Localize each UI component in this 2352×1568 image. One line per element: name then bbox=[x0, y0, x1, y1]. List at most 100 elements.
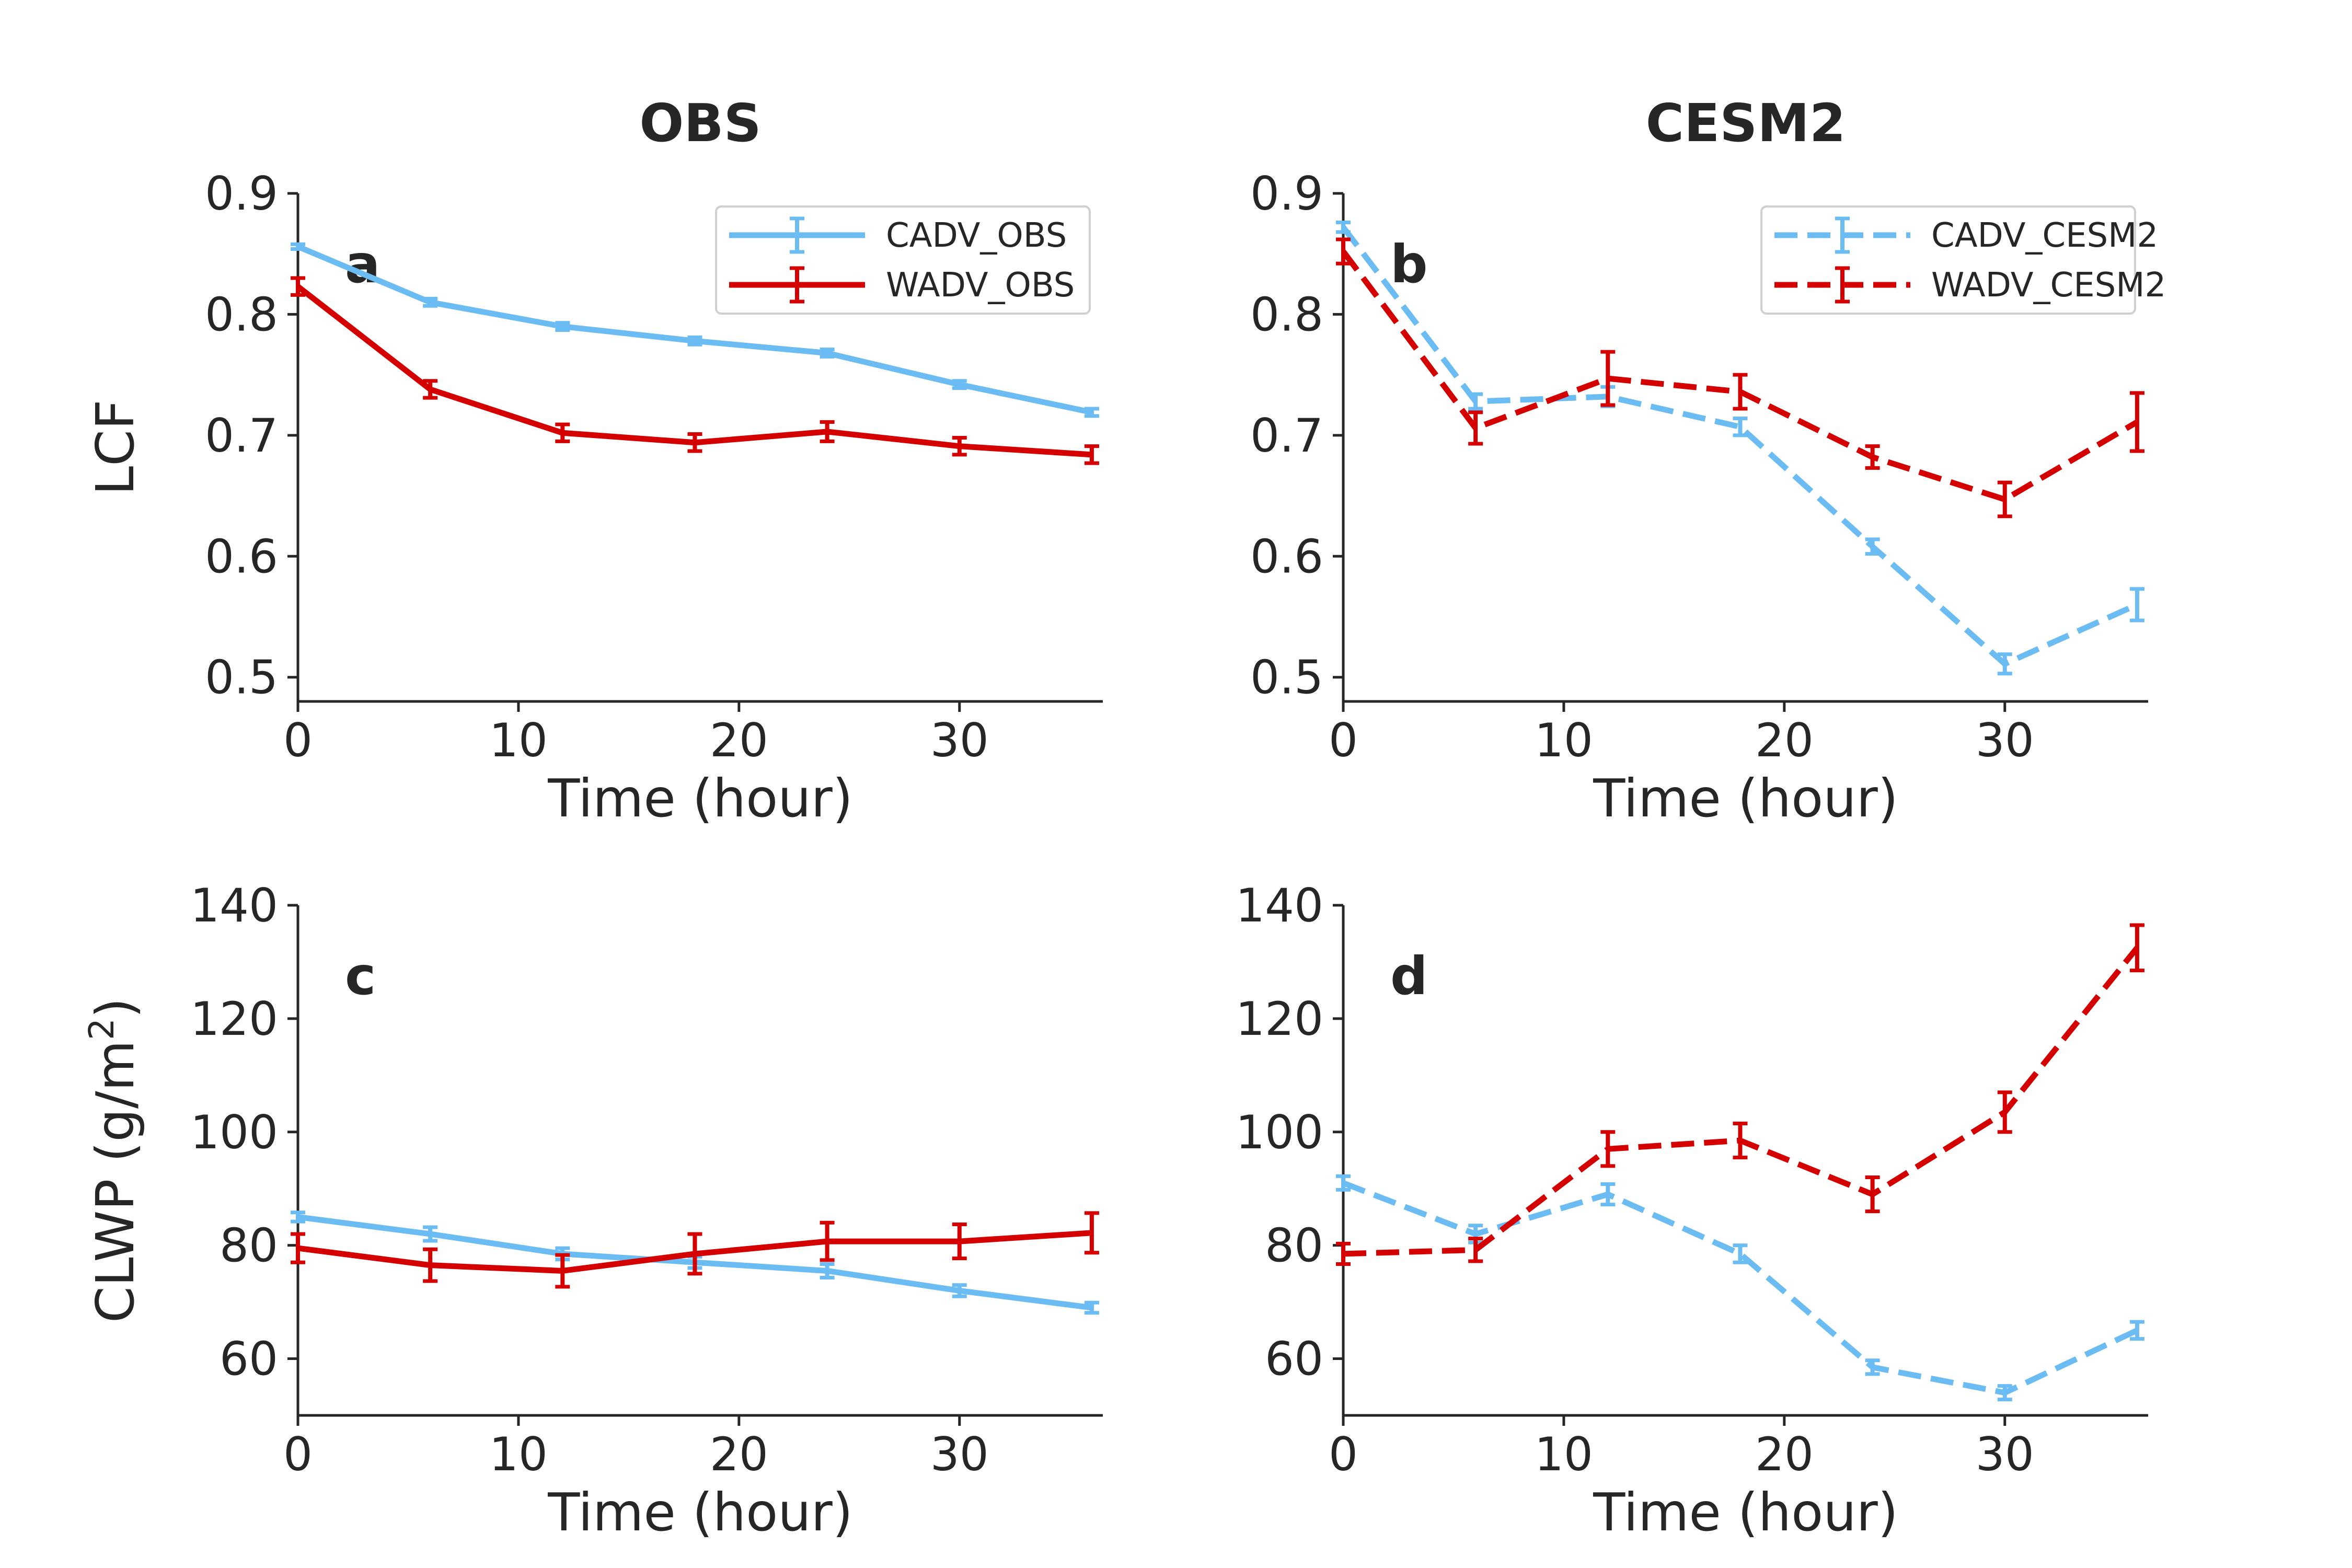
y-tick-label: 120 bbox=[190, 992, 278, 1046]
panel-letter-d: d bbox=[1390, 946, 1428, 1007]
x-axis-label: Time (hour) bbox=[1593, 768, 1898, 829]
series-cadv-cesm2 bbox=[1336, 1174, 2145, 1402]
error-bar bbox=[1468, 410, 1483, 446]
y-tick-label: 0.8 bbox=[1250, 287, 1323, 341]
y-tick-label: 0.6 bbox=[1250, 529, 1323, 583]
y-tick-label: 0.9 bbox=[1250, 167, 1323, 221]
y-axis-label: CLWP (g/m2) bbox=[82, 998, 146, 1323]
error-bar bbox=[423, 296, 438, 308]
error-bar bbox=[1865, 1358, 1880, 1376]
x-tick-label: 0 bbox=[283, 1427, 313, 1481]
y-tick-label: 120 bbox=[1236, 992, 1323, 1046]
error-bar bbox=[555, 321, 570, 332]
y-tick-label: 0.7 bbox=[205, 409, 278, 463]
error-bar bbox=[423, 1247, 438, 1283]
legend-item: CADV_CESM2 bbox=[1774, 216, 2158, 255]
error-bar bbox=[423, 1225, 438, 1243]
error-bar bbox=[820, 1220, 835, 1262]
error-bar bbox=[2129, 1320, 2145, 1341]
error-bar bbox=[952, 1223, 967, 1261]
error-bar bbox=[1336, 237, 1351, 266]
y-tick-label: 0.8 bbox=[205, 287, 278, 341]
panel-letter-b: b bbox=[1390, 234, 1428, 295]
error-bar bbox=[291, 276, 305, 297]
x-tick-label: 0 bbox=[283, 713, 313, 767]
panel-letter-a: a bbox=[345, 234, 380, 295]
error-bar bbox=[2129, 923, 2145, 973]
error-bar bbox=[2129, 587, 2145, 622]
legend-item: WADV_CESM2 bbox=[1774, 266, 2166, 305]
error-bar bbox=[1997, 1384, 2012, 1402]
x-tick-label: 0 bbox=[1329, 1427, 1358, 1481]
error-bar bbox=[1468, 1237, 1483, 1263]
error-bar bbox=[1084, 1300, 1099, 1315]
error-bar bbox=[1336, 221, 1351, 234]
error-bar bbox=[2129, 391, 2145, 453]
panel-b: 0 10 20 30 0.5 0.6 0.7 0.8 0.9 Time (hour) b CADV_C… bbox=[1250, 167, 2166, 829]
error-bar bbox=[1733, 1243, 1748, 1264]
error-bar bbox=[820, 420, 835, 443]
error-bar bbox=[555, 422, 570, 443]
x-tick-label: 10 bbox=[1535, 713, 1593, 767]
series-cadv-obs bbox=[291, 242, 1099, 418]
error-bar bbox=[1468, 392, 1483, 411]
error-bar bbox=[1733, 1122, 1748, 1160]
y-tick-label: 60 bbox=[1265, 1332, 1323, 1386]
panel-c: 0 10 20 30 60 80 100 120 140 Time (hour) CLWP (g/m… bbox=[82, 879, 1103, 1543]
error-bar bbox=[1336, 1241, 1351, 1266]
x-tick-label: 20 bbox=[1755, 1427, 1814, 1481]
error-bar bbox=[1084, 444, 1099, 465]
x-tick-label: 10 bbox=[1535, 1427, 1593, 1481]
y-axis-label-suffix: ) bbox=[85, 998, 146, 1018]
y-tick-label: 0.7 bbox=[1250, 409, 1323, 463]
error-bar bbox=[1865, 537, 1880, 556]
series-wadv-obs bbox=[291, 1211, 1099, 1289]
legend: CADV_CESM2 WADV_CESM2 bbox=[1760, 205, 2166, 315]
y-tick-label: 80 bbox=[220, 1219, 278, 1273]
error-bar bbox=[1600, 1130, 1616, 1168]
error-bar bbox=[1733, 373, 1748, 411]
x-axis-label: Time (hour) bbox=[547, 1482, 853, 1543]
series-line bbox=[1342, 1180, 2139, 1396]
legend-item: WADV_OBS bbox=[729, 266, 1075, 305]
y-tick-label: 100 bbox=[1236, 1105, 1323, 1159]
x-tick-label: 10 bbox=[489, 713, 548, 767]
x-axis-label: Time (hour) bbox=[547, 768, 853, 829]
series-line bbox=[1343, 946, 2140, 1257]
panel-a: 0 10 20 30 0.5 0.6 0.7 0.8 0.9 Time (hour) LCF a CAD… bbox=[85, 167, 1103, 829]
error-bar bbox=[1600, 1182, 1616, 1207]
y-tick-label: 0.5 bbox=[205, 651, 278, 705]
series-wadv-cesm2 bbox=[1336, 237, 2145, 518]
error-bar bbox=[1997, 652, 2012, 676]
legend-label: CADV_CESM2 bbox=[1931, 216, 2158, 255]
y-tick-label: 0.9 bbox=[205, 167, 278, 221]
error-bar bbox=[291, 1232, 305, 1264]
x-tick-label: 20 bbox=[1755, 713, 1814, 767]
error-bar bbox=[952, 1283, 967, 1298]
error-bar bbox=[1600, 350, 1616, 407]
y-tick-label: 100 bbox=[190, 1105, 278, 1159]
error-bar bbox=[1084, 1211, 1099, 1255]
error-bar bbox=[423, 379, 438, 400]
column-title-cesm2: CESM2 bbox=[1646, 93, 1846, 154]
error-bar bbox=[555, 1253, 570, 1289]
error-bar bbox=[687, 432, 702, 453]
y-tick-label: 0.5 bbox=[1250, 651, 1323, 705]
legend: CADV_OBS WADV_OBS bbox=[715, 205, 1091, 315]
x-tick-label: 0 bbox=[1329, 713, 1358, 767]
y-axis-label-main: CLWP (g/m bbox=[85, 1040, 146, 1323]
y-tick-label: 60 bbox=[220, 1332, 278, 1386]
panel-d: 0 10 20 30 60 80 100 120 140 Time (hour) d bbox=[1236, 879, 2148, 1543]
panel-letter-c: c bbox=[345, 946, 376, 1007]
y-tick-label: 0.6 bbox=[205, 529, 278, 583]
legend-label: CADV_OBS bbox=[886, 216, 1067, 255]
error-bar bbox=[687, 335, 702, 347]
error-bar bbox=[1997, 1090, 2012, 1134]
error-bar bbox=[1336, 1174, 1351, 1192]
legend-item: CADV_OBS bbox=[729, 216, 1067, 255]
y-tick-label: 80 bbox=[1265, 1219, 1323, 1273]
y-axis-label-superscript: 2 bbox=[82, 1018, 122, 1040]
x-axis-label: Time (hour) bbox=[1593, 1482, 1898, 1543]
